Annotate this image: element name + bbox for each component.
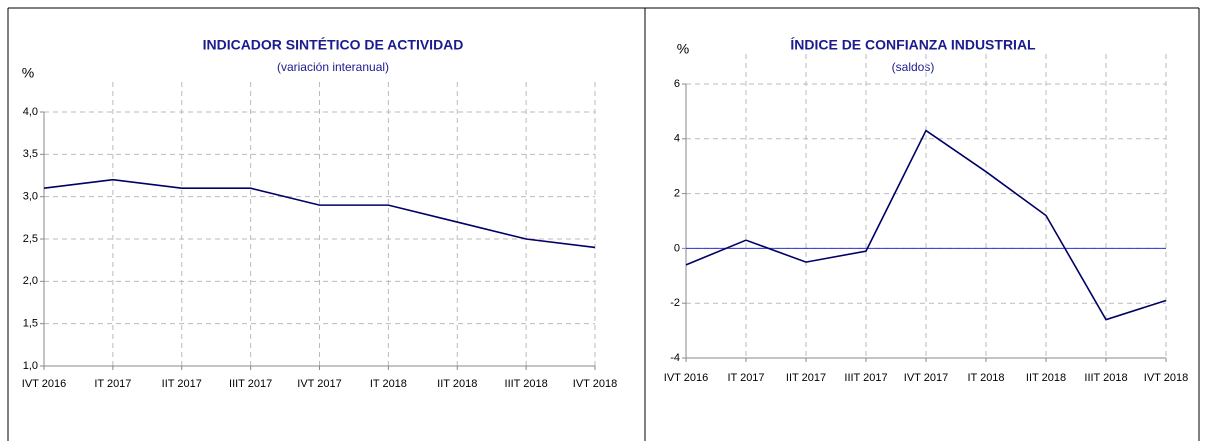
x-tick-label: IIIT 2018 <box>1084 372 1127 384</box>
x-tick-label: IIT 2017 <box>786 372 826 384</box>
y-tick-label: -4 <box>670 352 680 364</box>
x-tick-label: IVT 2017 <box>904 372 948 384</box>
x-tick-label: IIIT 2017 <box>844 372 887 384</box>
y-tick-label: 1,0 <box>23 360 38 372</box>
chart-subtitle: (variación interanual) <box>277 60 389 74</box>
x-tick-label: IVT 2018 <box>1144 372 1188 384</box>
x-tick-label: IT 2018 <box>967 372 1004 384</box>
x-tick-label: IVT 2018 <box>573 378 617 390</box>
y-tick-label: 2,5 <box>23 233 38 245</box>
chart-title: ÍNDICE DE CONFIANZA INDUSTRIAL <box>790 37 1036 53</box>
y-tick-label: 4 <box>674 133 680 145</box>
x-tick-label: IIIT 2018 <box>505 378 548 390</box>
y-tick-label: 2,0 <box>23 275 38 287</box>
data-line <box>685 129 1167 321</box>
x-tick-label: IIT 2017 <box>162 378 202 390</box>
y-tick-label: 3,0 <box>23 191 38 203</box>
x-tick-label: IT 2018 <box>370 378 407 390</box>
y-tick-label: 0 <box>674 242 680 254</box>
x-tick-label: IIT 2018 <box>1026 372 1066 384</box>
chart-subtitle: (saldos) <box>892 60 935 74</box>
y-axis-label: % <box>22 65 34 81</box>
y-tick-label: 3,5 <box>23 148 38 160</box>
x-tick-label: IT 2017 <box>94 378 131 390</box>
y-axis-label: % <box>677 41 689 57</box>
x-tick-label: IVT 2017 <box>297 378 341 390</box>
y-tick-label: 2 <box>674 188 680 200</box>
x-tick-label: IVT 2016 <box>664 372 708 384</box>
y-tick-label: 6 <box>674 78 680 90</box>
y-tick-label: 1,5 <box>23 318 38 330</box>
x-tick-label: IVT 2016 <box>22 378 66 390</box>
x-tick-label: IIIT 2017 <box>229 378 272 390</box>
x-tick-label: IIT 2018 <box>437 378 477 390</box>
data-line <box>43 178 596 249</box>
y-tick-label: 4,0 <box>23 106 38 118</box>
y-tick-label: -2 <box>670 297 680 309</box>
x-tick-label: IT 2017 <box>727 372 764 384</box>
chart-title: INDICADOR SINTÉTICO DE ACTIVIDAD <box>203 37 464 53</box>
